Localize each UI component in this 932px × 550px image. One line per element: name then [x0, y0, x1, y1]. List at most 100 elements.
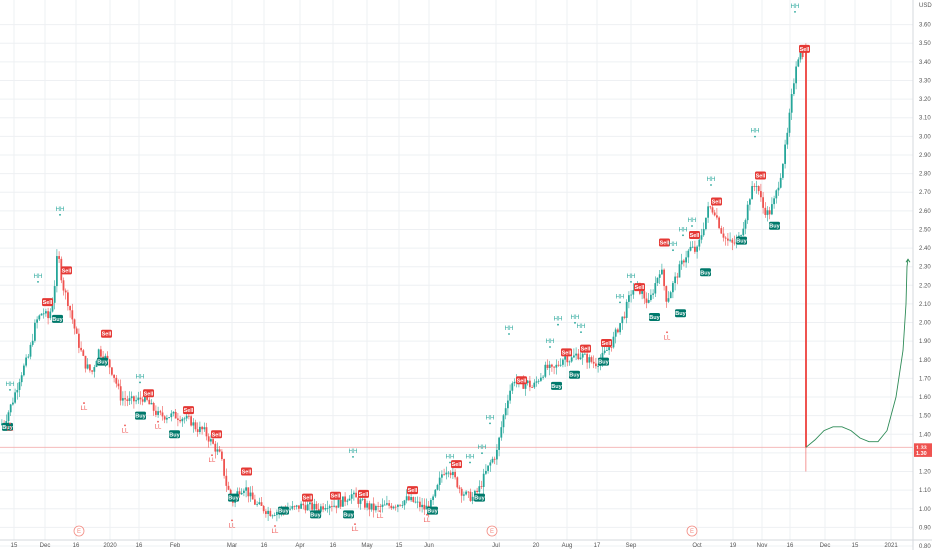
candle	[25, 354, 27, 368]
candle-body	[493, 458, 496, 460]
swing-text: LL	[424, 518, 431, 524]
candle	[691, 240, 694, 248]
time-tick-label: Feb	[170, 543, 181, 549]
candle-body	[91, 370, 93, 372]
candle	[694, 240, 696, 254]
signal-text: Buy	[551, 384, 562, 390]
price-tick-label: 1.00	[919, 507, 931, 513]
price-tag-label: 1.33	[916, 445, 927, 451]
candle	[777, 181, 780, 196]
candle-body	[355, 492, 357, 498]
candle-body	[423, 504, 426, 510]
candle	[460, 487, 463, 503]
higher-high-label: HH	[505, 326, 513, 335]
swing-text: LL	[352, 527, 359, 533]
sell-signal-label: Sell	[302, 493, 313, 502]
signal-text: Sell	[690, 233, 700, 239]
candle-body	[454, 471, 456, 478]
signal-text: Sell	[331, 494, 341, 500]
candle-body	[619, 323, 621, 333]
swing-text: HH	[136, 374, 145, 380]
candle-body	[302, 503, 305, 506]
candle	[579, 352, 582, 360]
candle	[100, 345, 102, 360]
candle-body	[742, 228, 745, 236]
candle	[117, 379, 120, 390]
candle	[764, 202, 767, 218]
time-axis[interactable]: 15 Dec 16 2020 16 Feb Mar 16 Apr 16 May 15 Jun Jul 20 A…	[0, 539, 932, 549]
signal-bg	[649, 312, 660, 321]
candle-body	[240, 492, 243, 495]
price-tick-label: 3.10	[919, 116, 931, 122]
candle	[377, 501, 379, 513]
candle	[782, 162, 784, 180]
signal-bg	[97, 357, 108, 366]
candle	[773, 195, 775, 209]
candle-body	[766, 210, 769, 215]
signal-text: Sell	[517, 378, 527, 384]
candle	[174, 408, 177, 419]
candle	[370, 503, 373, 512]
time-tick-label: 15	[852, 543, 859, 549]
higher-high-label: HH	[571, 315, 579, 324]
candle	[674, 272, 676, 291]
candle-body	[179, 419, 181, 422]
time-tick-label: Dec	[40, 543, 51, 549]
time-tick-label: Sep	[626, 543, 637, 549]
candle-body	[597, 365, 599, 367]
candle-body	[159, 411, 162, 413]
buy-signal-label: Buy	[569, 370, 581, 379]
signal-text: Buy	[52, 317, 63, 323]
signal-labels: Buy Sell Buy Sell Buy Sell Buy Sell Buy Sell Sell B…	[2, 4, 810, 535]
signal-bg	[736, 236, 747, 245]
candle	[465, 490, 467, 496]
swing-text: HH	[466, 454, 475, 460]
time-tick-label: Mar	[227, 543, 237, 549]
swing-dot	[672, 249, 674, 252]
candle-body	[223, 459, 225, 476]
candle-body	[724, 237, 727, 239]
candle	[485, 464, 487, 476]
sell-signal-label: Sell	[659, 238, 670, 247]
candle-body	[628, 295, 630, 302]
signal-text: Sell	[712, 200, 722, 206]
candle-body	[71, 310, 74, 320]
signal-text: Buy	[700, 270, 711, 276]
projection-arrow-icon	[905, 258, 911, 263]
candle	[20, 372, 23, 387]
candle	[115, 375, 118, 388]
candle-body	[603, 350, 606, 353]
time-tick-label: 15	[396, 543, 403, 549]
candle	[742, 222, 745, 237]
price-unit-label: USD	[919, 3, 932, 9]
candle	[254, 494, 256, 506]
candle	[733, 235, 736, 246]
candle-body	[122, 398, 124, 401]
candle	[62, 277, 65, 296]
price-tick-label: 2.40	[919, 246, 931, 252]
candle	[610, 347, 613, 352]
candle-body	[562, 359, 564, 365]
candle	[53, 280, 56, 310]
candle	[353, 490, 355, 501]
candle	[696, 245, 698, 259]
candle-body	[333, 505, 335, 507]
candle	[689, 241, 692, 252]
sell-signal-label: Sell	[211, 430, 222, 439]
price-axis[interactable]: 0.80 0.90 1.00 1.10 1.20 1.30 1.40 1.50 1.60 1.70…	[912, 0, 932, 550]
candle	[793, 78, 795, 97]
signal-bg	[451, 460, 462, 469]
candle	[502, 413, 505, 434]
candle-body	[669, 292, 672, 299]
candle	[256, 501, 258, 507]
candle	[27, 354, 30, 359]
buy-signal-label: Buy	[700, 268, 712, 277]
candle	[645, 292, 648, 309]
higher-high-label: HH	[679, 227, 687, 237]
candle-body	[150, 402, 153, 405]
candle-body	[328, 506, 331, 509]
candle	[471, 492, 474, 505]
swing-dot	[469, 461, 471, 464]
candle-body	[207, 436, 210, 442]
